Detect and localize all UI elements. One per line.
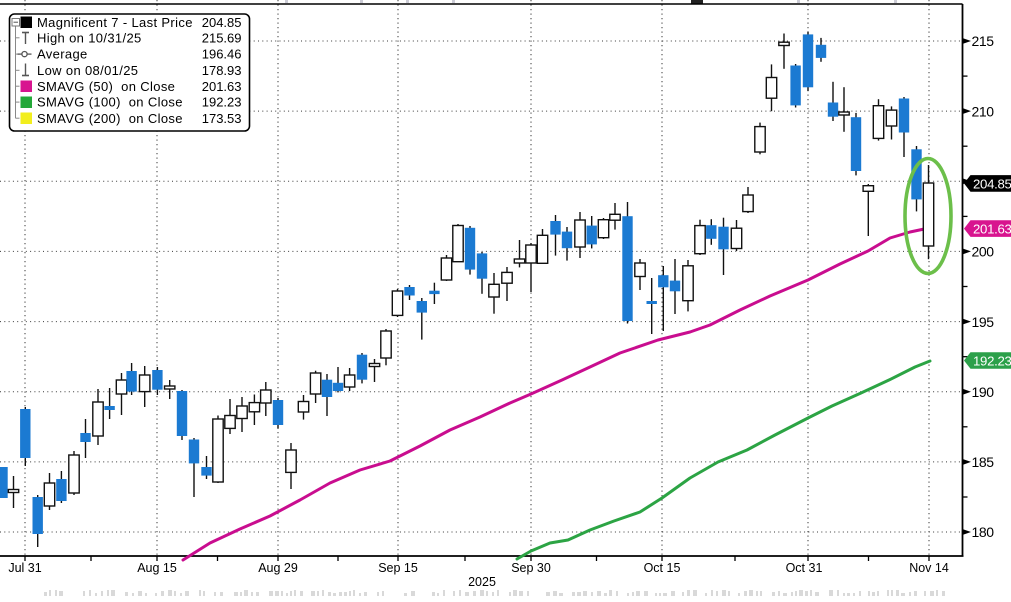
- svg-text:Magnificent 7 - Last Price: Magnificent 7 - Last Price: [37, 15, 193, 30]
- svg-text:SMAVG (200) on Close: SMAVG (200) on Close: [37, 111, 183, 126]
- svg-text:Nov 14: Nov 14: [909, 561, 949, 575]
- svg-text:195: 195: [972, 314, 995, 330]
- svg-text:178.93: 178.93: [202, 63, 242, 78]
- svg-text:180: 180: [972, 524, 995, 540]
- svg-text:Aug 15: Aug 15: [137, 561, 177, 575]
- svg-text:Sep 30: Sep 30: [511, 561, 551, 575]
- svg-text:Oct 15: Oct 15: [644, 561, 681, 575]
- svg-text:173.53: 173.53: [202, 111, 242, 126]
- svg-text:201.63: 201.63: [973, 222, 1011, 237]
- svg-text:204.85: 204.85: [202, 15, 242, 30]
- svg-text:Jul 31: Jul 31: [8, 561, 41, 575]
- svg-text:204.85: 204.85: [973, 176, 1011, 191]
- svg-text:215: 215: [972, 33, 995, 49]
- svg-text:192.23: 192.23: [202, 95, 242, 110]
- svg-text:Sep 15: Sep 15: [378, 561, 418, 575]
- svg-text:2025: 2025: [468, 575, 496, 589]
- svg-text:200: 200: [972, 244, 995, 260]
- svg-text:Low on 08/01/25: Low on 08/01/25: [37, 63, 138, 78]
- svg-text:Average: Average: [37, 47, 88, 62]
- svg-text:201.63: 201.63: [202, 79, 242, 94]
- svg-text:192.23: 192.23: [973, 353, 1011, 368]
- svg-text:Aug 29: Aug 29: [258, 561, 298, 575]
- svg-text:185: 185: [972, 454, 995, 470]
- svg-text:196.46: 196.46: [202, 47, 242, 62]
- svg-text:215.69: 215.69: [202, 30, 242, 45]
- svg-text:SMAVG (50) on Close: SMAVG (50) on Close: [37, 79, 175, 94]
- svg-text:SMAVG (100) on Close: SMAVG (100) on Close: [37, 95, 183, 110]
- svg-text:Oct 31: Oct 31: [786, 561, 823, 575]
- svg-text:210: 210: [972, 103, 995, 119]
- svg-text:High on 10/31/25: High on 10/31/25: [37, 30, 142, 45]
- svg-text:190: 190: [972, 384, 995, 400]
